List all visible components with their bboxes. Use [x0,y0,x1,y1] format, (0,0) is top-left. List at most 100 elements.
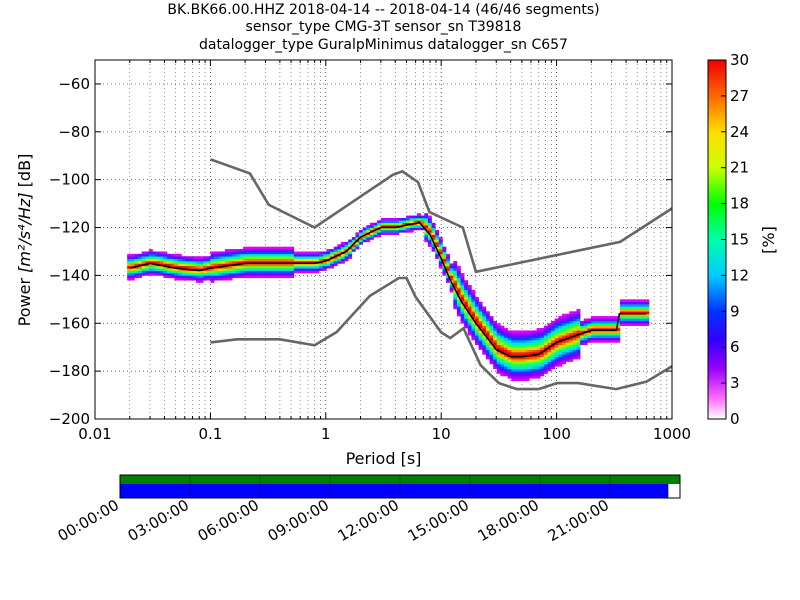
heatmap-cell [311,258,316,262]
heatmap-cell [551,351,556,355]
heatmap-cell [261,268,266,271]
heatmap-cell [344,256,349,259]
heatmap-cell [145,268,150,271]
heatmap-cell [424,234,429,238]
heatmap-cell [174,277,179,281]
colorbar-tick-label: 6 [730,338,740,356]
heatmap-cell [522,330,527,334]
heatmap-cell [558,328,563,331]
heatmap-cell [467,311,472,314]
heatmap-cell [206,268,211,271]
x-tick-label: 100 [542,425,571,443]
heatmap-cell [232,258,237,262]
heatmap-cell [340,241,345,245]
heatmap-cell [369,222,374,226]
heatmap-cell [489,337,494,341]
heatmap-cell [359,237,363,240]
heatmap-cell [543,368,548,372]
heatmap-cell [239,258,244,262]
heatmap-cell [456,265,461,269]
heatmap-cell [514,361,519,365]
heatmap-cell [609,332,614,336]
heatmap-cell [536,373,541,377]
heatmap-cell [565,349,570,353]
heatmap-cell [475,304,479,307]
heatmap-cell [518,347,523,350]
heatmap-cell [279,246,284,250]
heatmap-cell [558,354,563,358]
heatmap-cell [293,263,298,267]
heatmap-cell [420,222,425,226]
heatmap-cell [558,342,563,346]
heatmap-cell [413,225,418,228]
heatmap-cell [225,268,229,271]
heatmap-cell [601,337,606,341]
heatmap-cell [482,330,487,334]
heatmap-cell [253,258,258,262]
heatmap-cell [409,220,414,224]
heatmap-cell [460,299,465,303]
heatmap-cell [504,337,508,341]
heatmap-cell [217,258,222,262]
heatmap-cell [446,277,450,281]
chart-title-line-2: sensor_type CMG-3T sensor_sn T39818 [245,19,522,35]
heatmap-cell [543,366,548,370]
heatmap-cell [286,263,291,267]
heatmap-cell [417,213,421,216]
heatmap-cell [547,356,552,360]
heatmap-cell [388,220,392,224]
heatmap-cell [529,363,534,367]
heatmap-cell [196,258,200,262]
heatmap-cell [507,335,512,338]
heatmap-cell [471,330,476,334]
y-tick-label: −100 [49,171,90,189]
heatmap-cell [398,217,403,221]
heatmap-cell [141,251,146,255]
heatmap-cell [547,340,552,343]
heatmap-cell [250,270,255,274]
heatmap-cell [453,277,458,281]
heatmap-cell [427,229,432,233]
heatmap-cell [522,361,527,365]
heatmap-cell [507,363,512,367]
heatmap-cell [623,304,628,307]
heatmap-cell [565,359,570,362]
heatmap-cell [442,256,447,259]
heatmap-cell [268,258,273,262]
heatmap-cell [391,229,396,233]
heatmap-cell [301,256,306,259]
heatmap-cell [561,332,566,336]
heatmap-cell [163,270,168,274]
heatmap-cell [257,275,262,279]
heatmap-cell [565,323,570,326]
heatmap-cell [290,251,295,255]
heatmap-cell [279,270,284,274]
heatmap-cell [514,368,519,372]
heatmap-cell [159,253,164,257]
heatmap-cell [167,253,171,257]
heatmap-cell [641,306,646,310]
heatmap-cell [134,273,139,276]
heatmap-cell [340,244,345,247]
heatmap-cell [522,349,527,353]
heatmap-cell [464,294,469,298]
heatmap-cell [627,320,632,324]
heatmap-cell [177,277,182,281]
heatmap-cell [214,273,219,276]
heatmap-cell [315,268,320,271]
heatmap-cell [427,239,432,243]
heatmap-cell [203,277,208,281]
heatmap-cell [561,356,566,360]
heatmap-cell [590,323,595,326]
heatmap-cell [507,344,512,348]
heatmap-cell [561,347,566,350]
heatmap-cell [511,332,516,336]
heatmap-cell [609,328,614,331]
heatmap-cell [594,330,599,334]
heatmap-cell [475,299,479,303]
heatmap-cell [304,251,309,255]
heatmap-cell [275,246,280,250]
heatmap-cell [148,261,153,264]
heatmap-cell [188,273,193,276]
heatmap-cell [435,229,440,233]
